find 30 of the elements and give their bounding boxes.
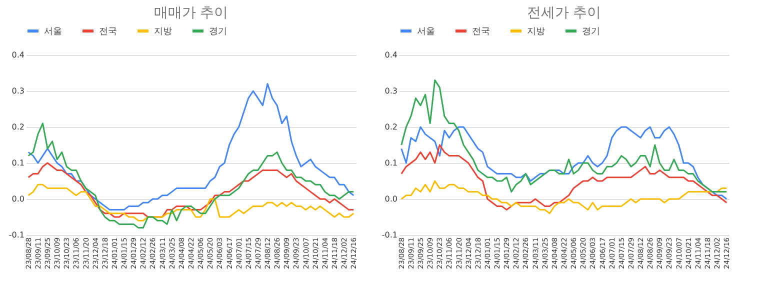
- legend-label: 서울: [417, 27, 435, 37]
- y-tick-label: 0.2: [12, 122, 24, 132]
- legend-label: 전국: [99, 27, 117, 37]
- y-tick-label: 0.1: [12, 158, 24, 168]
- legend-label: 경기: [209, 27, 227, 37]
- y-tick-label: 0.2: [384, 122, 398, 132]
- line-series: [28, 83, 354, 211]
- line-series: [28, 122, 354, 229]
- y-tick-label: -0.1: [382, 230, 398, 240]
- line-series: [28, 162, 354, 218]
- y-tick-label: 0.0: [12, 194, 24, 204]
- line-series: [400, 180, 728, 214]
- y-tick-label: 0.4: [12, 50, 24, 60]
- y-tick-label: 0.0: [384, 194, 398, 204]
- y-tick-label: -0.1: [8, 230, 24, 240]
- line-series: [400, 126, 728, 200]
- chart-title: 전세가 추이: [526, 5, 602, 21]
- legend-label: 경기: [582, 27, 600, 37]
- line-series: [400, 144, 728, 211]
- legend-label: 지방: [154, 27, 172, 37]
- y-tick-label: 0.3: [12, 86, 24, 96]
- legend-label: 지방: [527, 27, 545, 37]
- line-series: [28, 184, 354, 222]
- y-tick-label: 0.3: [384, 86, 398, 96]
- legend-label: 전국: [472, 27, 490, 37]
- y-tick-label: 0.4: [384, 50, 398, 60]
- line-series: [400, 79, 728, 193]
- y-tick-label: 0.1: [384, 158, 398, 168]
- legend-label: 서울: [44, 27, 62, 37]
- chart-title: 매매가 추이: [154, 5, 228, 21]
